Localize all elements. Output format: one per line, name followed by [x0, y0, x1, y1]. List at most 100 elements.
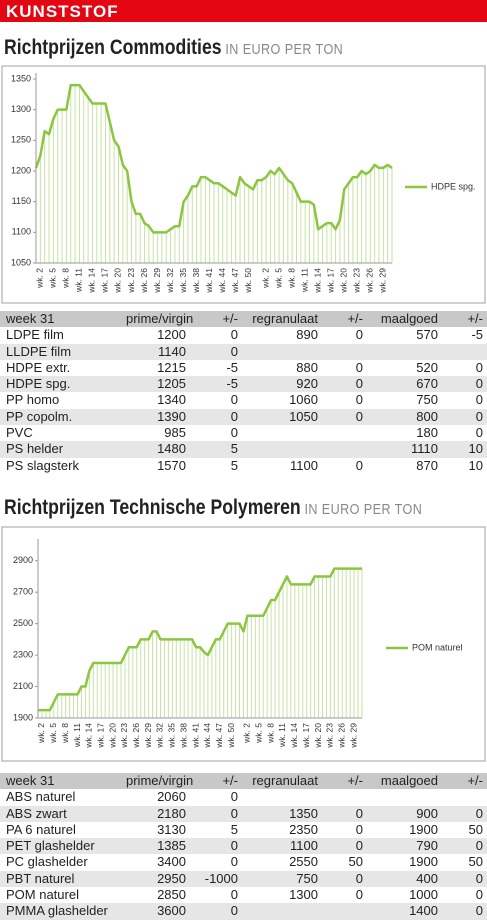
x-tick-label: wk. 32 [155, 723, 165, 749]
table-cell: prime/virgin [120, 773, 193, 790]
table-row: PBT naturel 2950 -1000 750 0 400 0 [0, 870, 487, 888]
table-cell: 1350 [242, 805, 322, 822]
table-cell: 3130 [157, 821, 186, 837]
table-cell: ABS naturel [6, 789, 76, 805]
table-cell: 1300 [289, 887, 318, 903]
table-cell: 0 [322, 838, 367, 855]
table-row: PP homo 1340 0 1060 0 750 0 [0, 392, 487, 408]
table-cell: 1900 [409, 821, 438, 837]
table-cell: 1390 [120, 408, 190, 426]
table-cell: 2950 [120, 870, 190, 888]
x-tick-label: wk. 8 [61, 268, 71, 289]
price-table: week 31 prime/virgin +/- regranulaat +/- maal… [0, 773, 487, 920]
y-tick-label: 1300 [11, 104, 31, 114]
table-cell: week 31 [0, 773, 120, 790]
table-cell: 5 [230, 821, 238, 837]
chart-frame [1, 526, 486, 762]
y-tick-label: 2100 [13, 681, 33, 691]
x-tick-label: wk. 20 [338, 268, 348, 294]
table-cell: 0 [442, 805, 487, 822]
table-cell: LDPE film [6, 327, 64, 343]
table-cell: 0 [230, 887, 238, 903]
x-tick-label: wk. 14 [87, 268, 97, 294]
table-cell: 1400 [367, 903, 442, 920]
table-cell: 0 [190, 343, 242, 360]
table-cell: 1060 [289, 392, 318, 408]
table-cell: 5 [190, 441, 242, 458]
table-cell [242, 789, 322, 805]
x-tick-label: wk. 23 [352, 268, 362, 294]
x-tick-label: wk. 35 [178, 268, 188, 294]
chart-title: Richtprijzen Commodities [4, 36, 222, 59]
table: week 31 prime/virgin +/- regranulaat +/- maal… [0, 773, 487, 920]
chart-frame [1, 65, 486, 304]
table-cell: 520 [416, 359, 438, 375]
table-cell: PS helder [0, 441, 120, 458]
x-tick-label: wk. 5 [273, 268, 283, 289]
chart-heading: Richtprijzen Technische Polymeren IN EUR… [4, 496, 422, 520]
table-row: PS slagsterk 1570 5 1100 0 870 10 [0, 458, 487, 474]
table-cell: PC glashelder [6, 854, 88, 870]
table-cell: 870 [416, 457, 438, 473]
table-row: PA 6 naturel 3130 5 2350 0 1900 50 [0, 822, 487, 838]
table-cell: 800 [367, 408, 442, 426]
x-tick-label: wk. 11 [72, 723, 82, 748]
table-cell: 0 [475, 359, 483, 375]
table-cell: 0 [355, 392, 363, 408]
table-cell: 750 [242, 870, 322, 888]
x-tick-label: wk. 41 [204, 268, 214, 294]
table-cell: week 31 [0, 311, 120, 328]
table-row: POM naturel 2850 0 1300 0 1000 0 [0, 887, 487, 903]
table-cell: 0 [322, 805, 367, 822]
table-cell: 2180 [120, 805, 190, 822]
table-cell [322, 441, 367, 458]
table-cell: 0 [230, 854, 238, 870]
table-cell: POM naturel [6, 887, 79, 903]
x-tick-label: wk. 29 [143, 723, 153, 749]
table-cell: 0 [442, 870, 487, 888]
table-cell [322, 789, 367, 805]
table-cell: PP homo [6, 392, 60, 408]
table-cell [442, 343, 487, 360]
table-cell: 985 [164, 425, 186, 441]
chart-heading: Richtprijzen Commodities IN EURO PER TON [4, 36, 343, 60]
table-cell: 880 [296, 359, 318, 375]
table-cell: 920 [242, 376, 322, 393]
table-cell: 1140 [120, 343, 190, 360]
data-line [38, 567, 362, 712]
table-cell: 0 [442, 838, 487, 855]
table-cell: 0 [322, 870, 367, 888]
table-cell: 2350 [289, 821, 318, 837]
table-cell: PP copolm. [0, 408, 120, 426]
table-row: PP copolm. 1390 0 1050 0 800 0 [0, 408, 487, 426]
table-cell: +/- [442, 773, 487, 790]
table-cell: 0 [230, 789, 238, 805]
x-tick-label: wk. 29 [152, 268, 162, 294]
table-row: HDPE extr. 1215 -5 880 0 520 0 [0, 360, 487, 376]
table-cell: 0 [475, 392, 483, 408]
table-cell: PBT naturel [0, 870, 120, 888]
y-tick-label: 2700 [13, 587, 33, 597]
table-cell: PS slagsterk [6, 457, 79, 473]
table-cell: -5 [471, 327, 483, 343]
table-cell: 2550 [289, 854, 318, 870]
table-cell: 1100 [242, 838, 322, 855]
table-cell: 1205 [120, 376, 190, 393]
y-tick-label: 1050 [11, 257, 31, 267]
x-tick-label: wk. 44 [217, 268, 227, 294]
table-cell [322, 343, 367, 360]
x-tick-label: wk. 26 [139, 268, 149, 294]
table-row: week 31 prime/virgin +/- regranulaat +/- maal… [0, 773, 487, 790]
table-row: PC glashelder 3400 0 2550 50 1900 50 [0, 854, 487, 870]
table-cell: 10 [442, 441, 487, 458]
table-row: LLDPE film 1140 0 [0, 343, 487, 360]
table-cell: ABS zwart [0, 805, 120, 822]
x-tick-label: wk. 14 [84, 723, 94, 749]
x-tick-label: wk. 2 [36, 723, 46, 744]
y-tick-label: 1350 [11, 73, 31, 83]
table-row: PS helder 1480 5 1110 10 [0, 441, 487, 458]
table-cell: 750 [416, 392, 438, 408]
x-tick-label: wk. 11 [299, 268, 309, 293]
table-cell: prime/virgin [120, 311, 193, 328]
table-row: HDPE spg. 1205 -5 920 0 670 0 [0, 376, 487, 393]
